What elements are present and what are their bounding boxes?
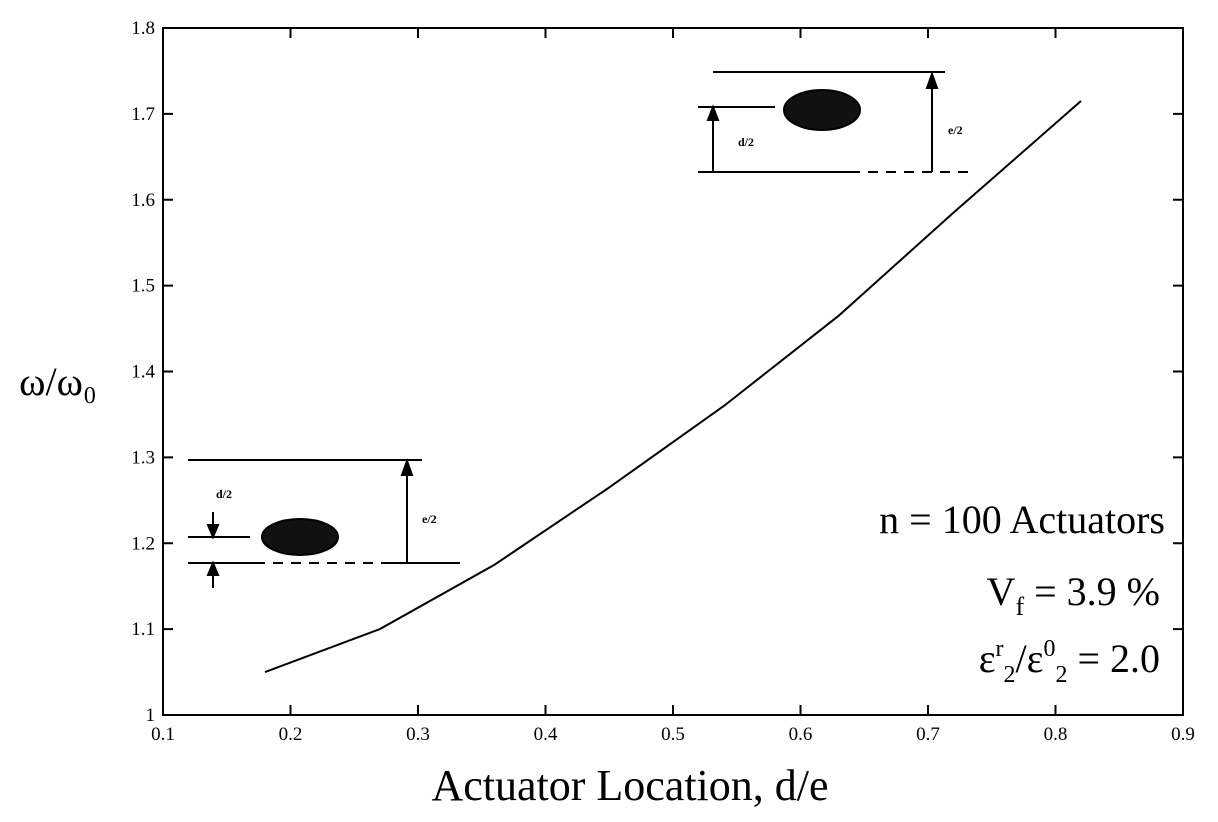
y-tick-label: 1.3 — [131, 447, 155, 468]
annotation-part: = 3.9 % — [1024, 569, 1160, 614]
inset-label: d/2 — [216, 487, 232, 501]
y-tick-label: 1.2 — [131, 533, 155, 554]
y-tick-label: 1.8 — [131, 18, 155, 39]
inset-label: e/2 — [948, 123, 963, 137]
inset-diagram — [188, 458, 460, 588]
x-tick-label: 0.7 — [916, 724, 940, 745]
annotation-part: ε — [979, 636, 996, 681]
y-tick-label: 1 — [146, 705, 156, 726]
x-tick-label: 0.6 — [789, 724, 813, 745]
y-tick-label: 1.7 — [131, 104, 155, 125]
x-tick-label: 0.2 — [279, 724, 303, 745]
x-tick-label: 0.1 — [151, 724, 175, 745]
annotation-part: V — [987, 569, 1016, 614]
annotation: εr2/ε02 = 2.0 — [979, 636, 1160, 688]
x-tick-label: 0.3 — [406, 724, 430, 745]
annotation-part: 2 — [1055, 662, 1067, 688]
annotation: Vf = 3.9 % — [987, 569, 1160, 621]
inset-label: d/2 — [738, 135, 754, 149]
x-tick-label: 0.9 — [1171, 724, 1195, 745]
annotation-part: 2 — [1004, 662, 1016, 688]
x-tick-label: 0.4 — [534, 724, 558, 745]
x-axis-label: Actuator Location, d/e — [431, 761, 828, 810]
y-tick-label: 1.1 — [131, 619, 155, 640]
annotation-part: f — [1015, 592, 1024, 621]
y-axis-label: ω/ω₀ — [19, 359, 97, 404]
x-tick-label: 0.5 — [661, 724, 685, 745]
y-tick-label: 1.5 — [131, 276, 155, 297]
annotation: n = 100 Actuators — [879, 497, 1165, 542]
annotation-part: r — [996, 636, 1004, 662]
data-line — [264, 100, 1082, 673]
annotation-part: 0 — [1043, 636, 1055, 662]
annotation-part: = 2.0 — [1067, 636, 1160, 681]
x-tick-label: 0.8 — [1044, 724, 1068, 745]
y-tick-label: 1.6 — [131, 190, 155, 211]
inset-diagram — [698, 71, 970, 173]
annotation-part: /ε — [1016, 636, 1044, 681]
inset-label: e/2 — [422, 512, 437, 526]
y-tick-label: 1.4 — [131, 362, 155, 383]
